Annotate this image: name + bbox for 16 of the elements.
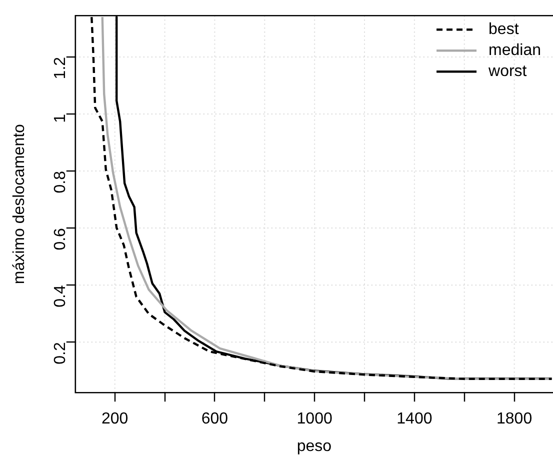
y-tick-label: 1 [52, 114, 69, 123]
y-tick-label: 0.2 [52, 342, 69, 364]
x-axis-title: peso [296, 438, 332, 455]
y-tick-label: 1.2 [52, 56, 69, 80]
x-tick-label: 600 [201, 410, 228, 428]
x-tick-label: 200 [101, 410, 128, 428]
y-tick-label: 0.8 [52, 170, 69, 194]
y-tick-label: 0.4 [52, 284, 69, 308]
x-tick-label: 1800 [496, 410, 532, 428]
legend-label: median [488, 42, 542, 60]
x-tick-label: 1400 [396, 410, 432, 428]
legend-label: worst [488, 63, 528, 80]
x-tick-label: 1000 [296, 410, 332, 428]
legend-label: best [488, 21, 520, 38]
y-tick-label: 0.6 [52, 228, 69, 250]
y-axis-title: máximo deslocamento [11, 124, 28, 284]
